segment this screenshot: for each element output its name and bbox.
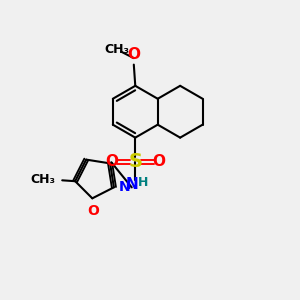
Text: O: O (87, 204, 99, 218)
Text: O: O (105, 154, 118, 169)
Text: S: S (128, 152, 142, 171)
Text: CH₃: CH₃ (104, 43, 129, 56)
Text: H: H (138, 176, 149, 190)
Text: N: N (119, 180, 131, 194)
Text: CH₃: CH₃ (30, 172, 56, 186)
Text: O: O (152, 154, 165, 169)
Text: N: N (125, 177, 138, 192)
Text: O: O (127, 47, 140, 62)
